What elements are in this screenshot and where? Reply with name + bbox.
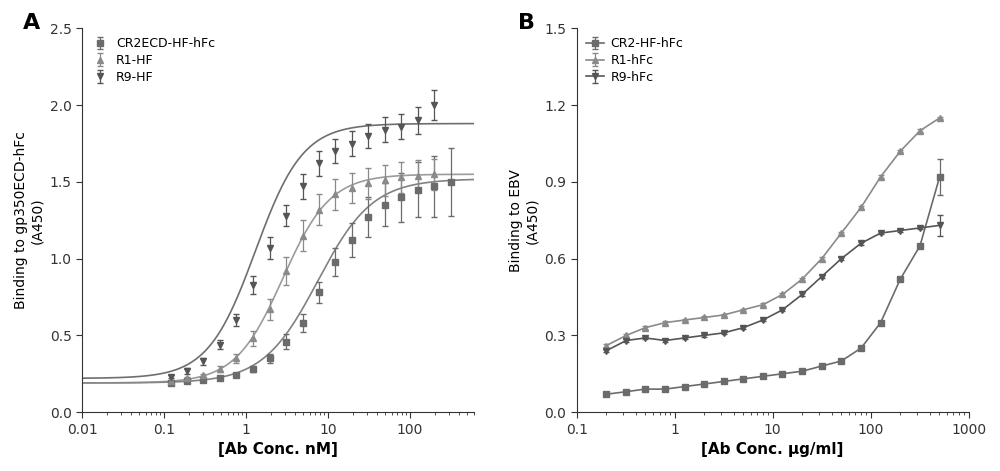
Y-axis label: Binding to EBV
(A450): Binding to EBV (A450) <box>509 169 539 272</box>
Legend: CR2ECD-HF-hFc, R1-HF, R9-HF: CR2ECD-HF-hFc, R1-HF, R9-HF <box>88 35 217 86</box>
Legend: CR2-HF-hFc, R1-hFc, R9-hFc: CR2-HF-hFc, R1-hFc, R9-hFc <box>583 35 686 86</box>
Text: B: B <box>518 13 535 33</box>
X-axis label: [Ab Conc. μg/ml]: [Ab Conc. μg/ml] <box>701 442 844 457</box>
Y-axis label: Binding to gp350ECD-hFc
(A450): Binding to gp350ECD-hFc (A450) <box>14 131 44 309</box>
Text: A: A <box>23 13 41 33</box>
X-axis label: [Ab Conc. nM]: [Ab Conc. nM] <box>218 442 338 457</box>
